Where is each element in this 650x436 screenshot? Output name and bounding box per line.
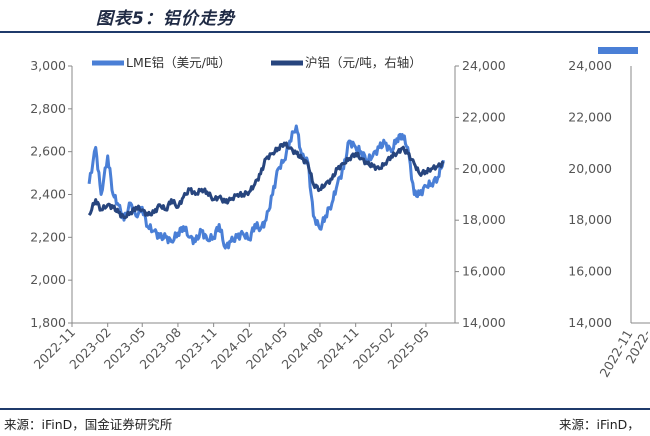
left-tick-labels: 1,800 2,000 2,200 2,400 2,600 2,800 3,000 — [30, 58, 72, 330]
side-tick-label: 16,000 — [568, 264, 612, 279]
right-tick-label: 14,000 — [462, 315, 506, 330]
right-tick-label: 18,000 — [462, 212, 506, 227]
side-chart: 14,000 16,000 18,000 20,000 22,000 24,000 202… — [568, 47, 650, 380]
main-chart: 1,800 2,000 2,200 2,400 2,600 2,800 3,000 14,0… — [30, 55, 506, 372]
x-tick-labels: 2022-112023-022023-052023-082023-112024-… — [31, 323, 432, 372]
side-tick-label: 18,000 — [568, 212, 612, 227]
bottom-rule — [0, 408, 650, 410]
legend-label-lme: LME铝（美元/吨） — [126, 55, 231, 70]
side-tick-label: 20,000 — [568, 161, 612, 176]
source-note: 来源：iFinD，国金证券研究所 — [4, 417, 173, 432]
left-tick-label: 1,800 — [30, 315, 66, 330]
right-tick-labels: 14,000 16,000 18,000 20,000 22,000 24,000 — [455, 58, 506, 330]
figure-title: 图表5：铝价走势 — [96, 9, 235, 29]
left-tick-label: 2,400 — [30, 187, 66, 202]
series-line-lme — [87, 124, 445, 250]
side-tick-label: 14,000 — [568, 315, 612, 330]
legend: LME铝（美元/吨） 沪铝（元/吨，右轴） — [92, 55, 422, 70]
left-tick-label: 2,600 — [30, 144, 66, 159]
left-tick-label: 2,200 — [30, 229, 66, 244]
right-tick-label: 20,000 — [462, 161, 506, 176]
right-tick-label: 16,000 — [462, 264, 506, 279]
side-tick-label: 24,000 — [568, 58, 612, 73]
source-note-right: 来源：iFinD， — [559, 417, 640, 432]
left-tick-label: 3,000 — [30, 58, 66, 73]
right-tick-label: 24,000 — [462, 58, 506, 73]
series-lines — [87, 124, 445, 250]
top-rule — [0, 31, 650, 33]
legend-label-shfe: 沪铝（元/吨，右轴） — [305, 55, 422, 70]
series-line-shfe — [87, 141, 445, 220]
left-tick-label: 2,000 — [30, 272, 66, 287]
side-legend-swatch — [598, 47, 638, 54]
side-tick-label: 22,000 — [568, 109, 612, 124]
left-tick-label: 2,800 — [30, 101, 66, 116]
side-tick-labels: 14,000 16,000 18,000 20,000 22,000 24,000 — [568, 58, 612, 330]
right-tick-label: 22,000 — [462, 109, 506, 124]
